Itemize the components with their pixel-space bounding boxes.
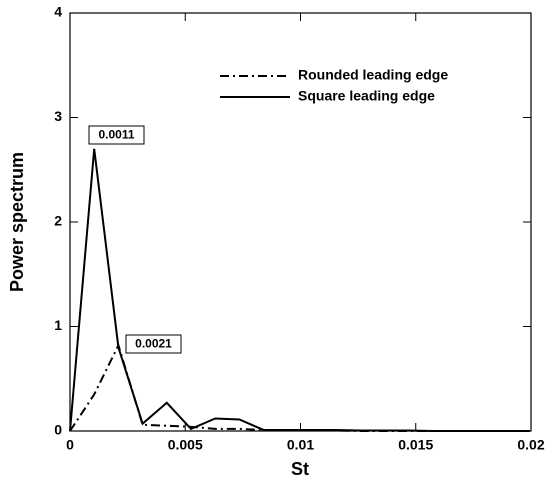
series-line: [69, 148, 530, 432]
x-tick-label: 0.01: [287, 437, 314, 453]
y-axis-label: Power spectrum: [7, 152, 27, 292]
x-tick-label: 0.015: [398, 437, 433, 453]
x-tick-label: 0.005: [168, 437, 203, 453]
y-tick-label: 3: [54, 108, 62, 124]
annotation-box: [125, 334, 182, 354]
legend-label: Rounded leading edge: [298, 67, 448, 83]
series-line: [69, 342, 530, 432]
legend-label: Square leading edge: [298, 88, 435, 104]
annotation: 0.0011: [98, 128, 134, 142]
y-tick-label: 0: [54, 422, 62, 438]
x-axis-label: St: [291, 459, 309, 479]
x-tick-label: 0.02: [517, 437, 544, 453]
y-tick-label: 2: [54, 213, 62, 229]
annotation: 0.0021: [135, 337, 172, 351]
x-tick-label: 0: [66, 437, 74, 453]
annotation-box: [88, 125, 145, 145]
y-tick-label: 1: [54, 317, 62, 333]
y-tick-label: 4: [54, 4, 62, 20]
